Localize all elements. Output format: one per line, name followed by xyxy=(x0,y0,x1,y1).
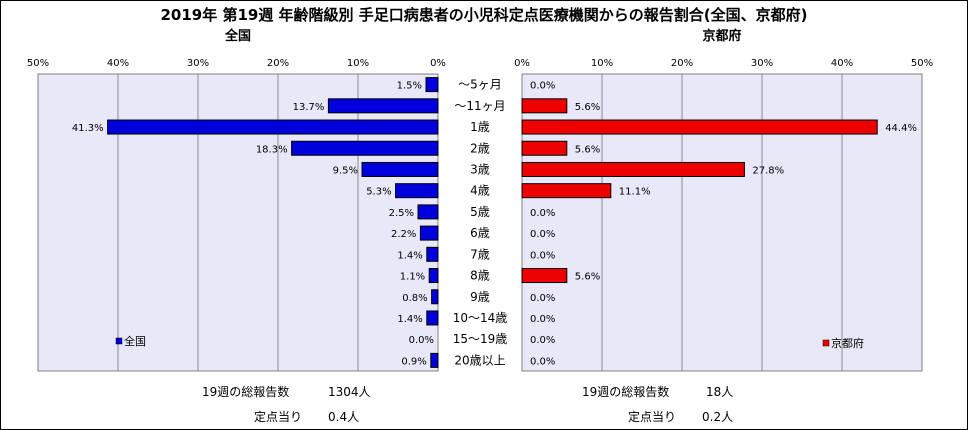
national-value-label: 0.8% xyxy=(402,293,427,304)
category-label: 6歳 xyxy=(470,226,490,240)
right-tick-label: 0% xyxy=(514,58,530,69)
kyoto-value-label: 0.0% xyxy=(530,314,555,325)
kyoto-value-label: 0.0% xyxy=(530,229,555,240)
kyoto-value-label: 0.0% xyxy=(530,250,555,261)
kyoto-value-label: 0.0% xyxy=(530,356,555,367)
right-tick-label: 30% xyxy=(751,58,773,69)
left-tick-label: 10% xyxy=(347,58,369,69)
category-label: 20歳以上 xyxy=(454,353,505,367)
right-tick-label: 20% xyxy=(671,58,693,69)
national-value-label: 13.7% xyxy=(293,102,325,113)
national-bar xyxy=(395,183,439,199)
kyoto-legend-swatch xyxy=(822,339,830,347)
national-value-label: 41.3% xyxy=(72,123,104,134)
national-bar xyxy=(361,161,439,177)
category-label: 7歳 xyxy=(470,247,490,261)
national-value-label: 2.5% xyxy=(389,208,414,219)
national-value-label: 5.3% xyxy=(366,187,391,198)
national-bar xyxy=(430,352,439,368)
kyoto-bar xyxy=(521,119,878,135)
category-label: 2歳 xyxy=(470,141,490,155)
kyoto-bar xyxy=(521,268,568,284)
category-label: 8歳 xyxy=(470,269,490,283)
national-per-point-value: 0.4人 xyxy=(328,410,359,424)
kyoto-value-label: 44.4% xyxy=(885,123,917,134)
national-value-label: 1.4% xyxy=(397,314,422,325)
category-label: 1歳 xyxy=(470,120,490,134)
right-panel-subtitle: 京都府 xyxy=(702,28,741,44)
category-label: 4歳 xyxy=(470,184,490,198)
national-bar xyxy=(431,289,439,305)
left-plot-area xyxy=(37,73,439,372)
national-total-label: 19週の総報告数 xyxy=(202,384,289,399)
left-tick-label: 50% xyxy=(27,58,49,69)
category-label: ～5ヶ月 xyxy=(458,78,502,92)
kyoto-total-value: 18人 xyxy=(706,385,733,399)
national-value-label: 2.2% xyxy=(391,229,416,240)
kyoto-total-label: 19週の総報告数 xyxy=(582,384,669,399)
right-tick-label: 40% xyxy=(831,58,853,69)
national-value-label: 0.0% xyxy=(409,335,434,346)
kyoto-value-label: 0.0% xyxy=(530,208,555,219)
national-bar xyxy=(417,204,439,220)
kyoto-bar xyxy=(521,161,745,177)
kyoto-bar xyxy=(521,183,612,199)
national-value-label: 1.1% xyxy=(400,272,425,283)
national-bar xyxy=(107,119,439,135)
national-bar xyxy=(419,225,439,241)
left-panel-subtitle: 全国 xyxy=(224,28,251,44)
category-label: 15～19歳 xyxy=(453,332,508,346)
kyoto-per-point-value: 0.2人 xyxy=(702,410,733,424)
national-legend-label: 全国 xyxy=(124,334,146,348)
national-legend-swatch xyxy=(115,337,123,345)
kyoto-value-label: 5.6% xyxy=(575,272,600,283)
kyoto-value-label: 0.0% xyxy=(530,293,555,304)
national-value-label: 1.4% xyxy=(397,250,422,261)
national-value-label: 9.5% xyxy=(333,165,358,176)
kyoto-bar xyxy=(521,98,568,114)
kyoto-legend-label: 京都府 xyxy=(831,336,864,350)
kyoto-value-label: 27.8% xyxy=(752,165,784,176)
category-label: 3歳 xyxy=(470,162,490,176)
category-label: 5歳 xyxy=(470,205,490,219)
kyoto-per-point-label: 定点当り xyxy=(628,409,676,424)
national-value-label: 1.5% xyxy=(397,81,422,92)
left-tick-label: 30% xyxy=(187,58,209,69)
kyoto-value-label: 11.1% xyxy=(619,187,651,198)
left-tick-label: 40% xyxy=(107,58,129,69)
kyoto-bar xyxy=(521,140,568,156)
category-label: 10～14歳 xyxy=(453,311,508,325)
national-bar xyxy=(327,98,439,114)
left-tick-label: 20% xyxy=(267,58,289,69)
kyoto-value-label: 0.0% xyxy=(530,81,555,92)
right-plot-area xyxy=(521,73,923,372)
national-per-point-label: 定点当り xyxy=(254,409,302,424)
kyoto-value-label: 0.0% xyxy=(530,335,555,346)
chart-title: 2019年 第19週 年齢階級別 手足口病患者の小児科定点医療機関からの報告割合… xyxy=(160,6,807,24)
national-value-label: 0.9% xyxy=(401,356,426,367)
kyoto-value-label: 5.6% xyxy=(575,102,600,113)
national-bar xyxy=(291,140,439,156)
national-bar xyxy=(428,268,439,284)
national-total-value: 1304人 xyxy=(328,385,371,399)
national-bar xyxy=(426,246,439,262)
category-label: 9歳 xyxy=(470,290,490,304)
right-tick-label: 50% xyxy=(911,58,933,69)
category-label: ～11ヶ月 xyxy=(454,99,505,113)
national-value-label: 18.3% xyxy=(256,144,288,155)
left-tick-label: 0% xyxy=(430,58,446,69)
national-bar xyxy=(426,310,439,326)
national-bar xyxy=(425,77,439,93)
kyoto-value-label: 5.6% xyxy=(575,144,600,155)
right-tick-label: 10% xyxy=(591,58,613,69)
